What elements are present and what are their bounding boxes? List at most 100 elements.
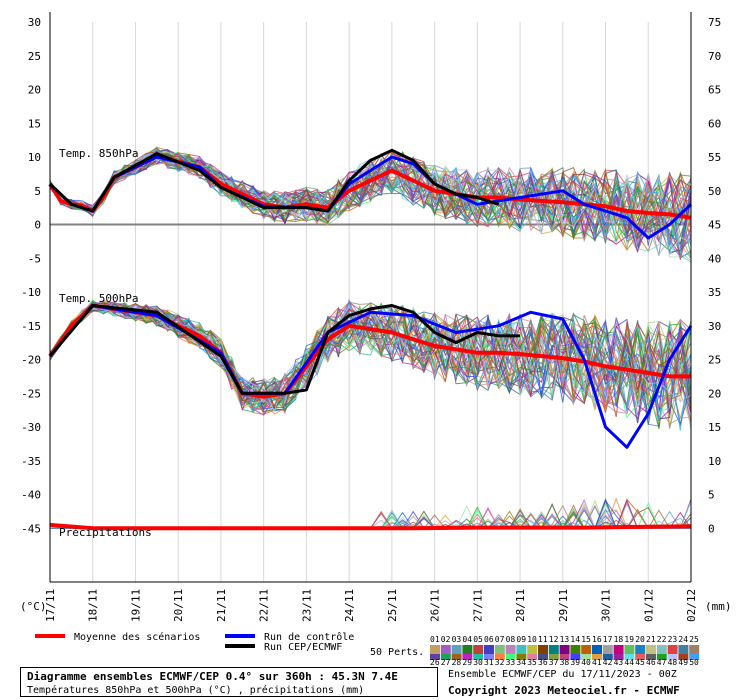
pert-swatch-bottom [516,654,527,660]
y-right-tick-label: 20 [708,387,721,400]
series-line-t850-run-cep-ecmwf [48,148,500,213]
pert-swatch-bottom [678,654,689,660]
pert-number-top: 24 [678,635,688,644]
x-tick-label: 23/11 [300,589,313,622]
axes: 17/11 18/11 19/11 20/11 21/11 22/11 23/11 24/11… [21,12,721,622]
pert-swatch-bottom [538,654,548,660]
pert-swatch-top [635,645,646,654]
legend-mean-label: Moyenne des scénarios [74,631,200,643]
perturbation-line [49,151,692,236]
y-left-tick-label: 30 [28,16,41,29]
pert-number-bottom: 46 [646,658,656,667]
pert-number-top: 06 [484,635,494,644]
perturbation-line [49,149,692,221]
y-right-tick-label: 30 [708,320,721,333]
x-tick-label: 18/11 [87,589,100,622]
series-line-t500-run-de-contr-le [48,304,693,449]
y-left-tick-label: 15 [28,117,41,130]
run-label: Ensemble ECMWF/CEP du 17/11/2023 - 00Z [448,669,677,680]
y-right-tick-label: 75 [708,16,721,29]
panel-label-t500: Temp. 500hPa [59,292,138,305]
panel-label-precip: Précipitations [59,526,152,539]
pert-swatch-bottom [505,654,516,660]
pert-number-top: 10 [527,635,537,644]
pert-swatch-bottom [451,654,462,660]
precip-perturbation-line [50,497,691,529]
legend-control-label: Run de contrôle [264,631,354,643]
diagram-subtitle: Températures 850hPa et 500hPa (°C) , pré… [27,685,365,696]
pert-number-bottom: 48 [668,658,678,667]
pert-number-top: 07 [495,635,505,644]
x-tick-label: 17/11 [44,589,57,622]
precip-perturbation-line [50,499,691,530]
pert-swatch-bottom [602,654,613,660]
x-tick-label: 25/11 [386,589,399,622]
pert-number-bottom: 50 [689,658,699,667]
x-tick-label: 28/11 [514,589,527,622]
y-left-tick-label: -5 [28,252,41,265]
precip-perturbation-line [50,505,691,529]
x-tick-label: 02/12 [685,589,698,622]
y-left-tick-label: -45 [21,522,41,535]
precip-perturbation-line [50,498,691,529]
pert-number-top: 21 [646,635,656,644]
pert-number-top: 23 [668,635,678,644]
y-right-tick-label: 15 [708,421,721,434]
run-info: Ensemble ECMWF/CEP du 17/11/2023 - 00Z C… [448,667,738,699]
y-left-tick-label: -30 [21,421,41,434]
y-right-tick-label: 45 [708,219,721,232]
series-line-t500-run-cep-ecmwf [48,304,521,395]
grid [49,22,692,582]
pert-swatch-top [678,645,689,654]
pert-swatch-bottom [430,654,440,660]
pert-number-bottom: 43 [614,658,624,667]
pert-number-bottom: 37 [549,658,559,667]
pert-number-top: 25 [689,635,699,644]
pert-number-bottom: 29 [462,658,472,667]
precip-perturbation-line [50,503,692,529]
y-right-tick-label: 65 [708,84,721,97]
pert-swatch-bottom [635,654,646,660]
pert-number-top: 22 [657,635,667,644]
pert-swatch-bottom [473,654,484,660]
pert-swatch-top [656,645,667,654]
pert-number-top: 03 [452,635,462,644]
pert-number-top: 08 [506,635,516,644]
x-tick-label: 21/11 [215,589,228,622]
perturbation-line [49,303,692,418]
precip-perturbation-line [50,498,692,529]
pert-number-bottom: 45 [635,658,645,667]
pert-number-bottom: 27 [441,658,451,667]
pert-swatch-top [548,645,559,654]
y-right-tick-label: 40 [708,252,721,265]
y-right-tick-label: 50 [708,185,721,198]
pert-swatch-top [592,645,602,654]
x-tick-label: 19/11 [129,589,142,622]
pert-number-bottom: 28 [452,658,462,667]
pert-swatch-bottom [527,654,538,660]
legend-ecmwf-label: Run CEP/ECMWF [264,642,342,653]
x-tick-label: 01/12 [642,589,655,622]
pert-number-top: 13 [560,635,570,644]
pert-number-top: 09 [516,635,526,644]
pert-swatch-top [440,645,451,654]
pert-number-bottom: 38 [560,658,570,667]
pert-swatch-top [602,645,613,654]
x-tick-label: 30/11 [600,589,613,622]
pert-number-bottom: 30 [473,658,483,667]
pert-swatch-bottom [570,654,581,660]
pert-number-bottom: 33 [506,658,516,667]
pert-number-top: 16 [592,635,602,644]
pert-number-bottom: 47 [657,658,667,667]
pert-swatch-top [473,645,484,654]
pert-number-top: 01 [430,635,440,644]
pert-swatch-bottom [581,654,592,660]
pert-swatch-bottom [484,654,494,660]
perturbation-line [49,152,692,257]
pert-number-top: 02 [441,635,451,644]
x-tick-label: 24/11 [343,589,356,622]
precip-perturbation-line [50,497,691,529]
pert-swatch-top [667,645,678,654]
y-left-tick-label: 0 [34,219,41,232]
